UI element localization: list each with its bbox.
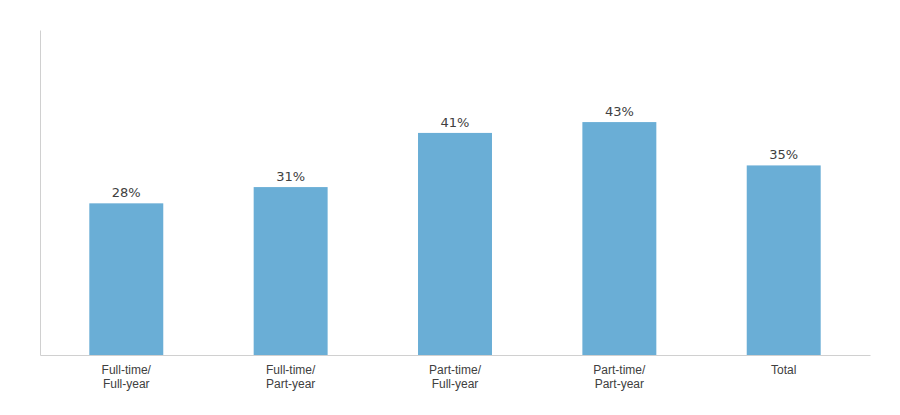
data-label: 31% bbox=[276, 169, 305, 184]
x-tick-label: Full-time/Part-year bbox=[266, 363, 316, 391]
x-tick-label-line: Total bbox=[771, 363, 796, 377]
x-tick-label: Total bbox=[771, 363, 796, 377]
bar bbox=[89, 203, 163, 355]
y-axis bbox=[40, 31, 41, 356]
x-tick-label-line: Full-year bbox=[432, 377, 479, 391]
x-tick: Full-time/Part-year bbox=[266, 363, 316, 391]
plot: Full-time/Full-yearFull-time/Part-yearPa… bbox=[41, 31, 871, 391]
x-tick-label: Full-time/Full-year bbox=[102, 363, 152, 391]
x-tick: Part-time/Part-year bbox=[593, 363, 646, 391]
bar bbox=[747, 165, 821, 355]
x-tick-label-line: Full-time/ bbox=[266, 363, 316, 377]
x-tick-label-line: Full-time/ bbox=[102, 363, 152, 377]
data-label: 35% bbox=[769, 147, 798, 162]
data-label: 41% bbox=[441, 115, 470, 130]
data-label: 28% bbox=[112, 185, 141, 200]
x-tick: Part-time/Full-year bbox=[429, 363, 482, 391]
bar bbox=[254, 187, 328, 355]
y-axis-line bbox=[40, 31, 41, 356]
x-tick-label-line: Full-year bbox=[103, 377, 150, 391]
chart: Full-time/Full-yearFull-time/Part-yearPa… bbox=[0, 0, 900, 415]
x-axis: Full-time/Full-yearFull-time/Part-yearPa… bbox=[41, 356, 871, 391]
x-tick: Full-time/Full-year bbox=[102, 363, 152, 391]
x-tick-label-line: Part-year bbox=[595, 377, 644, 391]
x-tick-label-line: Part-time/ bbox=[593, 363, 646, 377]
bar bbox=[418, 133, 492, 355]
x-tick: Total bbox=[771, 363, 796, 377]
x-tick-label: Part-time/Full-year bbox=[429, 363, 482, 391]
data-label: 43% bbox=[605, 104, 634, 119]
x-tick-label: Part-time/Part-year bbox=[593, 363, 646, 391]
data-labels: 28% 31% 41% 43% 35% bbox=[112, 104, 798, 200]
x-tick-label-line: Part-year bbox=[266, 377, 315, 391]
x-tick-label-line: Part-time/ bbox=[429, 363, 482, 377]
bars bbox=[89, 122, 820, 355]
bar bbox=[582, 122, 656, 355]
x-axis-line bbox=[41, 355, 871, 356]
